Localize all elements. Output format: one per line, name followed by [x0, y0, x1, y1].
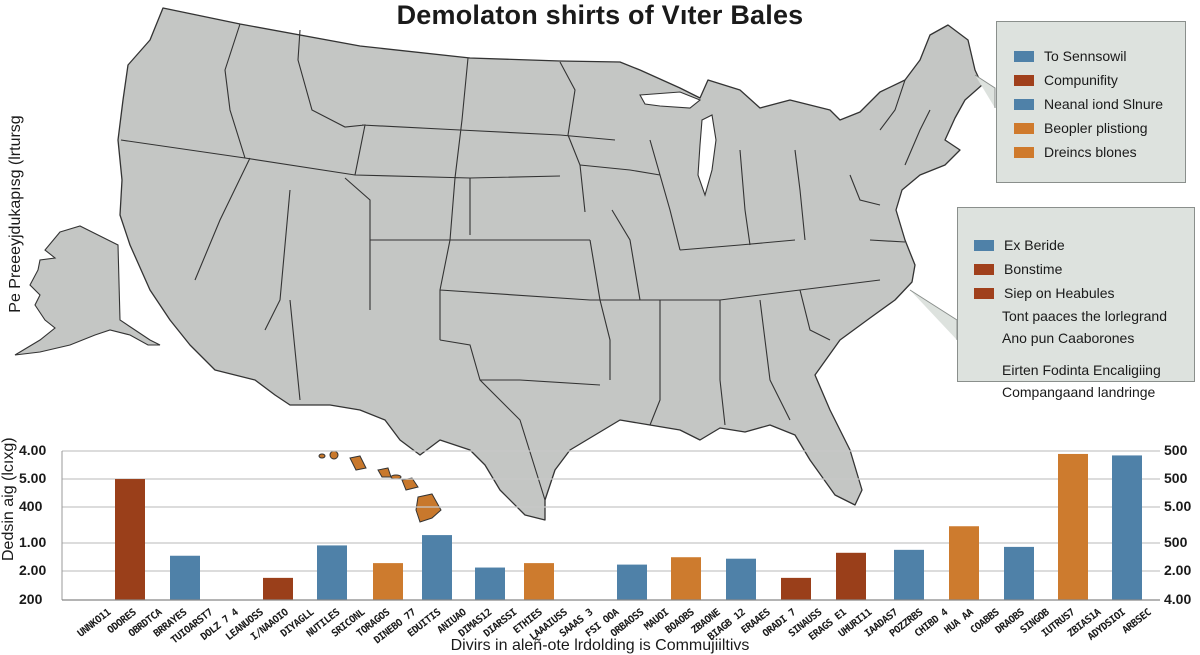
bar — [263, 577, 293, 600]
y-axis-label: Dedsin aig (lcıxg) — [0, 437, 17, 561]
legend-note: Tont paaces the lorlegrand — [1002, 308, 1167, 324]
legend-note: Ano pun Caaborones — [1002, 330, 1135, 346]
y-tick-left: 5.00 — [19, 470, 47, 486]
bar — [373, 563, 403, 600]
x-axis-label: Divirs in aleñ-ote lrdolding is Commujii… — [450, 637, 750, 654]
legend-top: To Sennsowil Compunifity Neanal iond Sln… — [996, 21, 1186, 183]
legend-swatch — [1014, 98, 1034, 110]
legend-swatch — [1014, 50, 1034, 62]
legend-item: Compunifity — [1014, 68, 1185, 92]
y-tick-right: 500 — [1164, 534, 1188, 550]
bar — [617, 564, 647, 600]
legend-swatch — [1014, 74, 1034, 86]
y-tick-left: 200 — [19, 591, 43, 607]
legend-item: Beopler plistiong — [1014, 116, 1185, 140]
legend-item: Siep on Heabules — [974, 281, 1194, 305]
bar — [894, 549, 924, 600]
chart-title: Demolaton shirts of Vıter Bales — [396, 0, 804, 30]
bar — [524, 563, 554, 600]
us-mainland-outline — [117, 7, 983, 521]
legend-note: Compangaand landringe — [1002, 384, 1156, 400]
bar — [726, 558, 756, 600]
legend-swatch — [974, 239, 994, 251]
legend-item: To Sennsowil — [1014, 44, 1185, 68]
bar — [317, 545, 347, 600]
bar — [475, 567, 505, 600]
lake-superior — [639, 91, 702, 109]
map-side-label: Pe Preeeyjdukapısg (lrtursg — [7, 115, 24, 313]
contiguous-us — [117, 7, 983, 521]
legend-swatch — [974, 263, 994, 275]
y-tick-left: 1.00 — [19, 534, 47, 550]
legend-swatch — [974, 287, 994, 299]
bar — [781, 577, 811, 600]
bar — [422, 535, 452, 600]
y-tick-left: 2.00 — [19, 562, 47, 578]
y-tick-right: 500 — [1164, 442, 1188, 458]
lake-michigan — [697, 114, 717, 197]
bar — [1112, 455, 1142, 600]
legend-item: Neanal iond Slnure — [1014, 92, 1185, 116]
y-tick-right: 4.00 — [1164, 591, 1192, 607]
legend-item: Bonstime — [974, 257, 1194, 281]
y-tick-left: 4.00 — [19, 442, 47, 458]
gridlines — [62, 450, 1160, 572]
bar — [170, 555, 200, 600]
state-borders — [120, 23, 931, 501]
bar — [836, 552, 866, 600]
bar — [1058, 453, 1088, 600]
y-tick-left: 400 — [19, 498, 43, 514]
bar — [115, 479, 145, 600]
y-tick-right: 2.00 — [1164, 562, 1192, 578]
legend-item: Ex Beride — [974, 233, 1194, 257]
legend-item: Dreincs blones — [1014, 140, 1185, 164]
legend-swatch — [1014, 122, 1034, 134]
bar — [1004, 546, 1034, 600]
bar — [671, 557, 701, 600]
legend-top-pointer — [974, 74, 996, 108]
hawaii — [318, 450, 442, 523]
y-tick-right: 5.00 — [1164, 498, 1192, 514]
legend-swatch — [1014, 146, 1034, 158]
alaska — [14, 225, 161, 356]
bar — [949, 526, 979, 600]
legend-bottom: Ex Beride Bonstime Siep on Heabules Tont… — [957, 207, 1195, 400]
legend-note: Eirten Fodinta Encaligiing — [1002, 362, 1161, 378]
y-tick-right: 500 — [1164, 470, 1188, 486]
bars — [115, 453, 1142, 600]
